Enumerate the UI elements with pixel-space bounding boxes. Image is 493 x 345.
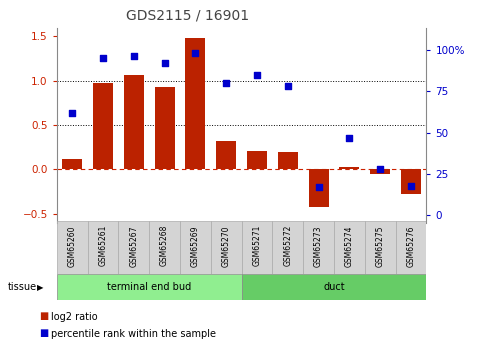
Point — [99, 55, 107, 61]
Point — [315, 185, 322, 190]
Bar — [149, 221, 180, 274]
Bar — [370, 169, 390, 174]
Text: ■: ■ — [39, 328, 49, 338]
Text: log2 ratio: log2 ratio — [51, 312, 98, 322]
Text: GSM65261: GSM65261 — [99, 225, 107, 266]
Bar — [57, 274, 242, 300]
Point — [130, 53, 138, 59]
Text: GSM65269: GSM65269 — [191, 225, 200, 267]
Text: GSM65276: GSM65276 — [407, 225, 416, 267]
Text: GSM65274: GSM65274 — [345, 225, 354, 267]
Text: GSM65273: GSM65273 — [314, 225, 323, 267]
Text: GSM65267: GSM65267 — [129, 225, 138, 267]
Point — [68, 110, 76, 116]
Bar — [216, 141, 236, 169]
Bar — [339, 167, 359, 169]
Bar — [395, 221, 426, 274]
Point — [222, 80, 230, 86]
Bar — [278, 152, 298, 169]
Bar — [93, 82, 113, 169]
Bar — [247, 151, 267, 169]
Bar — [57, 221, 88, 274]
Text: tissue: tissue — [7, 282, 36, 292]
Text: GSM65271: GSM65271 — [252, 225, 261, 266]
Bar — [124, 76, 144, 169]
Text: GSM65270: GSM65270 — [222, 225, 231, 267]
Bar — [180, 221, 211, 274]
Text: GSM65268: GSM65268 — [160, 225, 169, 266]
Bar — [272, 221, 303, 274]
Bar — [303, 221, 334, 274]
Bar — [401, 169, 421, 194]
Text: percentile rank within the sample: percentile rank within the sample — [51, 329, 216, 339]
Bar — [118, 221, 149, 274]
Bar — [88, 221, 118, 274]
Text: terminal end bud: terminal end bud — [107, 282, 191, 292]
Point — [376, 166, 384, 172]
Point — [407, 183, 415, 188]
Text: GSM65272: GSM65272 — [283, 225, 292, 266]
Bar — [242, 274, 426, 300]
Bar — [365, 221, 395, 274]
Point — [253, 72, 261, 77]
Bar — [211, 221, 242, 274]
Text: GSM65260: GSM65260 — [68, 225, 76, 267]
Text: ■: ■ — [39, 311, 49, 321]
Text: GDS2115 / 16901: GDS2115 / 16901 — [126, 9, 249, 23]
Bar — [154, 87, 175, 169]
Text: duct: duct — [323, 282, 345, 292]
Bar — [334, 221, 365, 274]
Point — [161, 60, 169, 66]
Text: GSM65275: GSM65275 — [376, 225, 385, 267]
Bar — [62, 159, 82, 169]
Point — [284, 83, 292, 89]
Bar — [185, 38, 206, 169]
Text: ▶: ▶ — [37, 283, 43, 292]
Bar — [242, 221, 272, 274]
Point — [191, 50, 199, 56]
Point — [346, 135, 353, 140]
Bar — [309, 169, 329, 207]
